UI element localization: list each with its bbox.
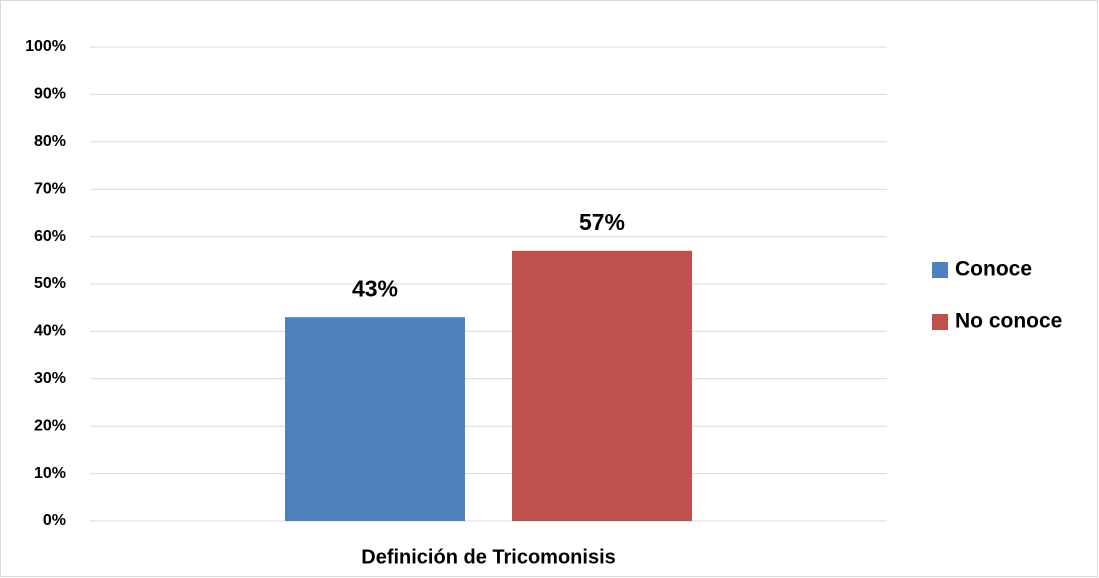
legend-swatch: [932, 262, 948, 278]
value-label: 57%: [579, 209, 625, 235]
y-tick-label: 90%: [34, 86, 66, 103]
y-tick-label: 0%: [43, 512, 66, 529]
x-tick-label: Definición de Tricomonisis: [361, 546, 616, 568]
legend-swatch: [932, 314, 948, 330]
bar: [512, 250, 692, 521]
bar: [285, 317, 465, 521]
legend-label: No conoce: [955, 310, 1062, 333]
y-tick-label: 100%: [25, 38, 66, 55]
y-tick-label: 20%: [34, 417, 66, 434]
legend-label: Conoce: [955, 258, 1032, 281]
y-tick-label: 50%: [34, 275, 66, 292]
y-tick-label: 60%: [34, 228, 66, 245]
value-label: 43%: [352, 275, 398, 301]
y-tick-label: 30%: [34, 370, 66, 387]
y-tick-label: 80%: [34, 133, 66, 150]
y-tick-label: 10%: [34, 465, 66, 482]
y-tick-label: 40%: [34, 323, 66, 340]
y-tick-label: 70%: [34, 180, 66, 197]
